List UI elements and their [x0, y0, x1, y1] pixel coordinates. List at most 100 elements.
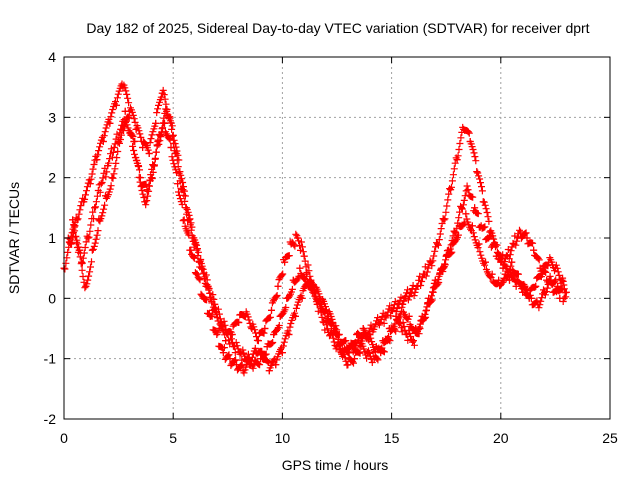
data-point [169, 131, 177, 139]
data-point [403, 331, 411, 338]
data-point [112, 101, 120, 109]
data-point [296, 264, 304, 272]
data-point [346, 343, 354, 351]
data-point [283, 294, 291, 302]
data-point [521, 282, 529, 290]
data-point [276, 312, 284, 320]
data-point [497, 258, 505, 266]
data-point [268, 306, 275, 314]
data-point [320, 319, 328, 326]
data-point [447, 186, 455, 194]
data-point [370, 355, 378, 363]
data-point [462, 210, 470, 218]
data-point [86, 180, 94, 188]
data-point [154, 138, 162, 145]
x-axis-label: GPS time / hours [282, 457, 389, 473]
data-point [141, 198, 149, 206]
data-point [512, 282, 520, 290]
data-point [145, 150, 153, 157]
data-point [246, 361, 254, 369]
data-point [104, 162, 112, 170]
data-point [161, 119, 168, 127]
data-point [119, 83, 127, 91]
data-point [248, 325, 256, 332]
data-point [551, 264, 559, 272]
y-tick-label: -1 [44, 351, 57, 367]
data-point [93, 156, 101, 164]
data-point [355, 337, 363, 345]
data-point [130, 138, 138, 145]
y-tick-label: 1 [48, 230, 56, 246]
data-point [274, 282, 282, 290]
data-point [97, 180, 105, 188]
data-point [534, 300, 542, 308]
data-point [115, 138, 123, 145]
data-point [407, 288, 415, 296]
data-point [298, 294, 306, 302]
data-point [473, 168, 481, 176]
data-point [233, 361, 240, 369]
data-point [226, 355, 234, 363]
data-point [342, 337, 350, 345]
data-point [278, 349, 286, 357]
data-point [490, 240, 498, 248]
data-point [152, 119, 160, 127]
data-point [541, 288, 548, 296]
data-point [468, 222, 476, 230]
data-point [514, 270, 522, 278]
data-point [84, 234, 92, 242]
data-point [488, 270, 496, 278]
data-point [69, 216, 77, 224]
data-point [270, 331, 278, 338]
data-point [351, 355, 358, 363]
data-point [326, 331, 334, 338]
data-point [134, 162, 142, 170]
data-point [239, 367, 247, 375]
series-track-3 [69, 107, 568, 377]
data-point [558, 276, 566, 284]
data-point [252, 349, 260, 357]
data-point [82, 282, 90, 290]
data-point [132, 125, 140, 133]
x-tick-label: 5 [169, 430, 177, 446]
data-point [189, 234, 197, 242]
x-tick-label: 15 [384, 430, 400, 446]
x-axis: 0 5 10 15 20 25 [60, 57, 618, 446]
data-point [401, 294, 409, 302]
data-point [102, 192, 109, 200]
data-point [139, 144, 147, 151]
data-point [167, 144, 175, 151]
data-point [108, 174, 116, 182]
data-point [95, 216, 103, 224]
data-point [254, 337, 262, 345]
data-point [344, 361, 352, 369]
data-point [442, 252, 450, 260]
y-tick-label: 3 [48, 109, 56, 125]
data-point [466, 138, 474, 145]
data-point [182, 204, 190, 212]
data-point [451, 228, 459, 236]
data-point [508, 258, 516, 266]
data-point [359, 325, 367, 332]
data-point [281, 258, 289, 266]
data-point [429, 288, 437, 296]
data-point [471, 204, 479, 212]
data-point [80, 198, 88, 206]
y-tick-label: 4 [48, 49, 56, 65]
data-point [176, 168, 184, 176]
data-point [375, 319, 382, 326]
data-point [200, 294, 208, 302]
data-point [163, 107, 171, 115]
data-point [527, 294, 535, 302]
y-tick-label: 0 [48, 290, 56, 306]
data-point [228, 331, 236, 338]
y-tick-label: -2 [44, 411, 57, 427]
data-point [399, 300, 406, 308]
data-point [311, 288, 319, 296]
data-point [440, 216, 448, 224]
data-point [219, 349, 227, 357]
data-point [292, 312, 299, 320]
data-point [180, 216, 188, 224]
data-point [545, 258, 553, 266]
data-point [88, 246, 96, 254]
